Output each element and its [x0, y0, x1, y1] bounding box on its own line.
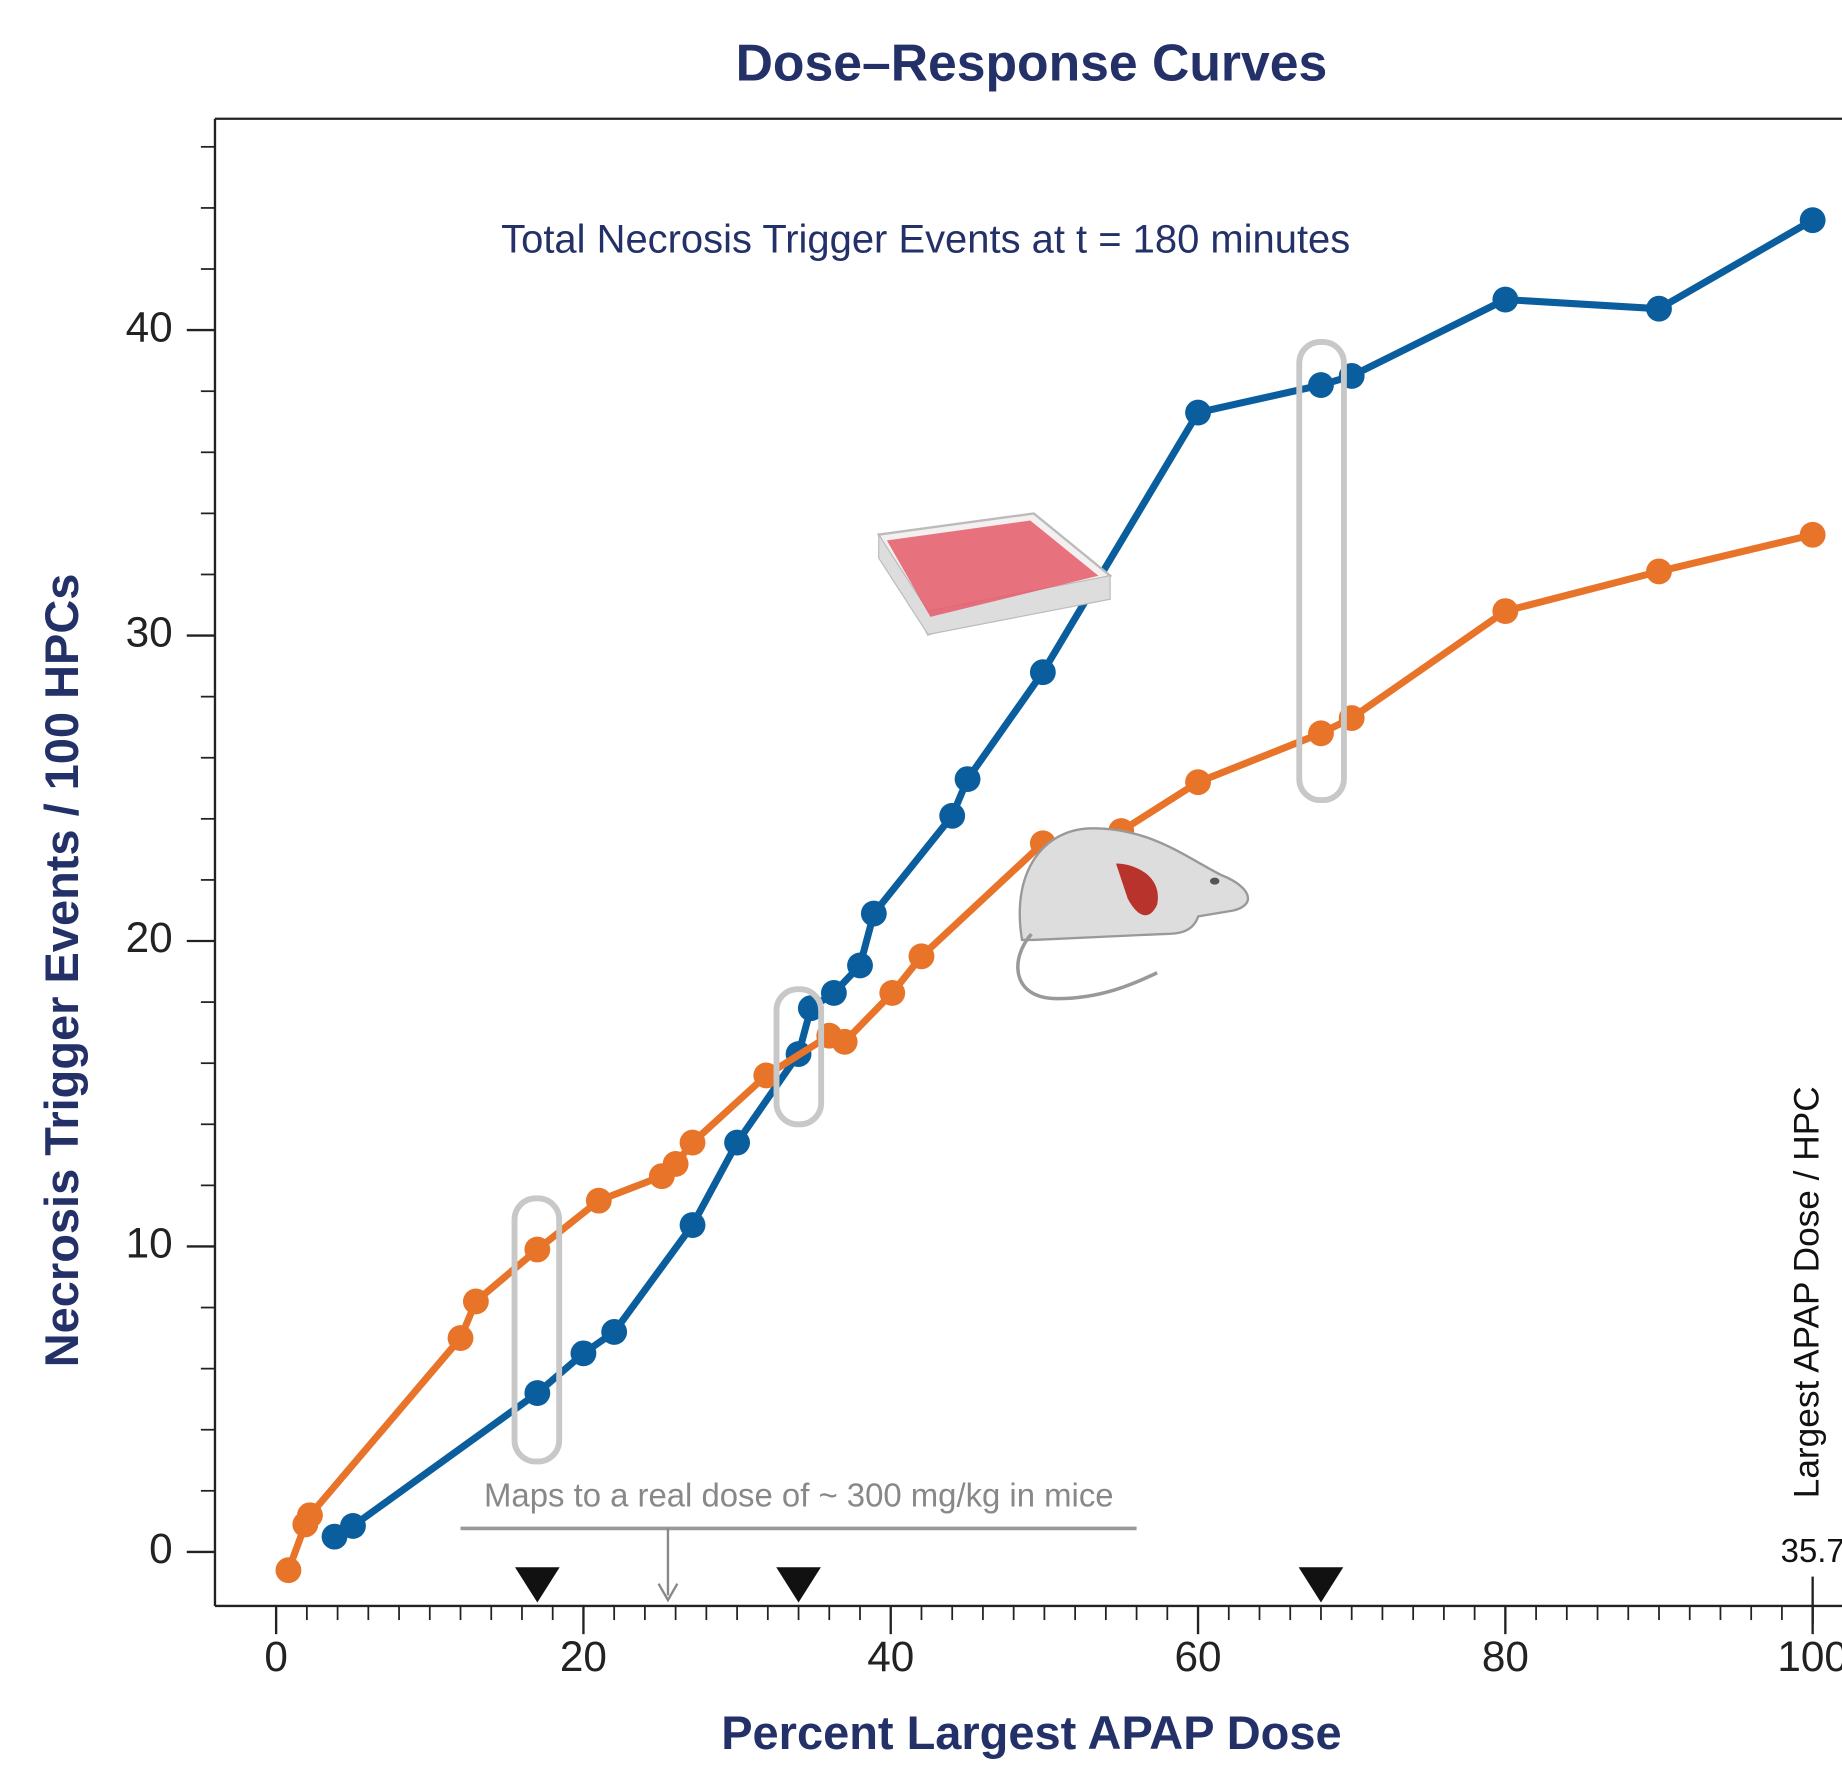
y-tick-label: 20 [126, 914, 173, 961]
data-point [861, 901, 887, 927]
y-tick-label: 30 [126, 609, 173, 656]
page: Dose–Response Curves Total Necrosis Trig… [0, 0, 1842, 1767]
chart: Dose–Response Curves Total Necrosis Trig… [0, 0, 1842, 1767]
data-point [879, 980, 905, 1006]
data-point [680, 1130, 706, 1156]
data-point [1185, 400, 1211, 426]
x-tick-label: 100 [1777, 1633, 1842, 1680]
data-point [680, 1212, 706, 1238]
data-point [601, 1319, 627, 1345]
data-point [1185, 769, 1211, 795]
chart-title: Dose–Response Curves [736, 34, 1328, 92]
data-point [1646, 558, 1672, 584]
annotation: Maps to a real dose of ~ 300 mg/kg in mi… [484, 1477, 1114, 1514]
x-tick-label: 40 [867, 1633, 914, 1680]
data-point [1646, 296, 1672, 322]
x-tick-label: 0 [264, 1633, 288, 1680]
secondary-value-label: 35.7 [1781, 1532, 1842, 1569]
secondary-axis-label: Largest APAP Dose / HPC [1787, 1086, 1826, 1498]
data-point [939, 803, 965, 829]
data-point [955, 766, 981, 792]
data-point [340, 1513, 366, 1539]
data-point [586, 1188, 612, 1214]
y-axis-label: Necrosis Trigger Events / 100 HPCs [35, 574, 88, 1368]
data-point [1800, 207, 1826, 233]
data-point [1308, 372, 1334, 398]
data-point [1492, 598, 1518, 624]
x-tick-label: 60 [1175, 1633, 1222, 1680]
data-point [448, 1325, 474, 1351]
data-point [663, 1151, 689, 1177]
y-tick-label: 40 [126, 303, 173, 350]
data-point [832, 1029, 858, 1055]
x-axis-label: Percent Largest APAP Dose [721, 1706, 1341, 1759]
y-tick-label: 0 [149, 1525, 173, 1572]
data-point [297, 1502, 323, 1528]
data-point [847, 953, 873, 979]
data-point [276, 1557, 302, 1583]
data-point [821, 980, 847, 1006]
mouse-eye [1210, 878, 1219, 885]
x-tick-label: 20 [560, 1633, 607, 1680]
data-point [571, 1340, 597, 1366]
data-point [524, 1237, 550, 1263]
data-point [524, 1380, 550, 1406]
subtitle: Total Necrosis Trigger Events at t = 180… [501, 218, 1350, 262]
y-tick-label: 10 [126, 1220, 173, 1267]
data-point [1308, 720, 1334, 746]
data-point [909, 943, 935, 969]
data-point [463, 1289, 489, 1315]
x-tick-label: 80 [1482, 1633, 1529, 1680]
data-point [1800, 522, 1826, 548]
data-point [1030, 659, 1056, 685]
data-point [724, 1130, 750, 1156]
data-point [1492, 287, 1518, 313]
